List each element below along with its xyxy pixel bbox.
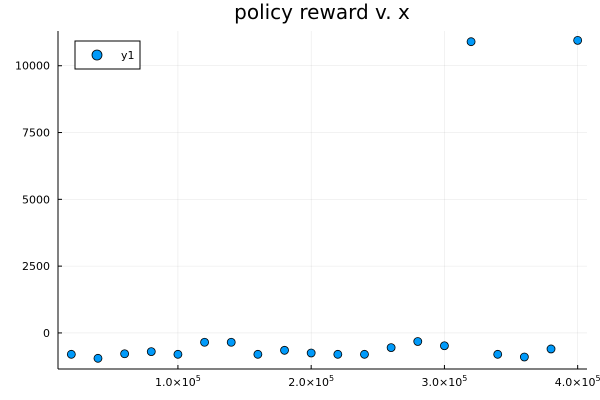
legend: y1 <box>74 40 141 70</box>
y-tick-label: 10000 <box>15 60 50 73</box>
legend-marker <box>91 49 103 61</box>
y-tick-label: 7500 <box>22 127 50 140</box>
data-point <box>573 35 583 45</box>
data-point <box>360 349 369 359</box>
data-point <box>413 337 423 346</box>
data-point <box>280 345 289 355</box>
data-point <box>493 349 503 359</box>
data-point <box>173 349 183 359</box>
x-tick-label: 4.0×105 <box>555 374 600 389</box>
legend-box <box>74 40 141 70</box>
data-point <box>66 349 76 359</box>
data-point <box>440 341 449 351</box>
legend-label: y1 <box>121 49 135 62</box>
data-point <box>200 337 209 347</box>
data-point <box>519 352 529 362</box>
grid-lines <box>58 31 587 369</box>
data-point <box>546 344 556 354</box>
x-tick-label: 2.0×105 <box>288 374 334 389</box>
y-tick-label: 0 <box>43 327 50 340</box>
data-point <box>253 349 263 359</box>
data-point <box>120 349 130 359</box>
chart-title: policy reward v. x <box>234 0 410 24</box>
x-tick-label: 1.0×105 <box>155 374 201 389</box>
data-point <box>333 349 343 359</box>
data-point <box>93 353 103 363</box>
data-point <box>226 337 236 347</box>
data-point <box>466 37 476 47</box>
data-point <box>146 347 156 357</box>
x-tick-label: 3.0×105 <box>422 374 468 389</box>
data-point <box>306 348 316 358</box>
data-point <box>386 343 396 353</box>
axes <box>57 31 587 370</box>
y-tick-label: 2500 <box>22 260 50 273</box>
y-axis-ticks: 0 2500 5000 7500 10000 <box>15 60 62 340</box>
data-points <box>66 35 583 363</box>
x-axis-ticks: 1.0×105 2.0×105 3.0×105 4.0×105 <box>155 365 600 389</box>
y-tick-label: 5000 <box>22 193 50 206</box>
